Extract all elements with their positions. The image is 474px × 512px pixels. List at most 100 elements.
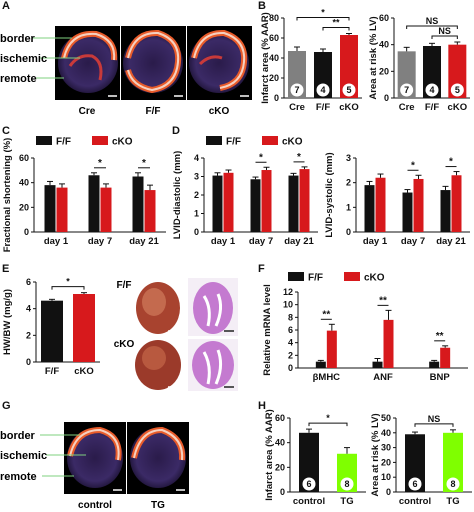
y-tick-label: 20 (275, 462, 285, 472)
x-tick-label: TG (340, 496, 353, 507)
heart-section-cko (189, 29, 249, 93)
x-tick-label: F/F (425, 102, 439, 113)
bar (443, 432, 463, 492)
legend-label: F/F (308, 273, 323, 284)
y-axis-label: LVID-diastolic (mm) (172, 151, 183, 240)
y-tick-label: 60 (269, 33, 279, 43)
bar (340, 35, 358, 98)
sample-size-label: 6 (306, 479, 311, 489)
y-tick-label: 10 (381, 472, 391, 482)
y-tick-label: 50 (381, 413, 391, 423)
histology-section-cko (192, 341, 234, 389)
bar (144, 190, 156, 232)
y-tick-label: 3 (194, 172, 199, 182)
bar (261, 170, 272, 232)
significance-label: NS (426, 16, 439, 26)
y-tick-label: 40 (381, 428, 391, 438)
y-tick-label: 60 (379, 13, 389, 23)
significance-label: ** (322, 309, 330, 320)
chart-lvid-systolic: 0 1 2 3 LVID-systolic (mm) day 1 day 7 day 21 * * (324, 152, 470, 247)
region-label-ischemic: ischemic (0, 53, 47, 65)
bar (372, 361, 383, 368)
bar (299, 432, 319, 492)
x-tick-label: BNP (430, 372, 451, 383)
x-tick-label: cKO (448, 102, 468, 113)
y-tick-label: 0 (288, 363, 293, 373)
sample-size-badge (302, 477, 316, 491)
y-tick-label: 2 (288, 350, 293, 360)
x-tick-label: day 7 (88, 236, 112, 247)
bar (288, 175, 299, 232)
bar (423, 46, 441, 98)
x-tick-label: cKO (74, 366, 94, 377)
y-tick-label: 30 (381, 443, 391, 453)
y-tick-label: 80 (269, 13, 279, 23)
bar (100, 187, 112, 232)
legend-label: cKO (112, 137, 133, 148)
significance-label: * (449, 157, 453, 168)
bar (402, 192, 413, 232)
panel-e-images: F/F cKO (114, 278, 238, 391)
region-label-border: border (0, 430, 36, 442)
sample-size-label: 8 (450, 479, 455, 489)
sample-size-label: 7 (404, 85, 409, 95)
panel-letter-e: E (2, 263, 10, 275)
bar (448, 44, 467, 98)
chart-fractional-shortening: 0 20 40 60 Fractional shortening (%) day 1 day… (2, 136, 166, 252)
significance-label: * (326, 413, 330, 423)
image-label-ff: F/F (117, 280, 132, 291)
y-tick-label: 6 (26, 277, 31, 287)
x-tick-label: Cre (399, 102, 415, 113)
bar (326, 330, 337, 368)
x-tick-label: day 21 (129, 236, 159, 247)
significance-label: * (98, 158, 102, 169)
y-tick-label: 6 (288, 325, 293, 335)
image-label-ff: F/F (146, 106, 161, 117)
y-tick-label: 0 (346, 227, 351, 237)
x-tick-label: day 21 (436, 236, 466, 247)
y-tick-label: 4 (288, 338, 293, 348)
bar (250, 179, 261, 232)
bar (451, 175, 462, 232)
bar (299, 169, 310, 232)
image-label-tg: TG (151, 500, 165, 511)
bar (405, 434, 425, 492)
panel-g-images: border ischemic remote control TG (0, 422, 189, 511)
y-tick-label: 4 (194, 153, 199, 163)
bar (73, 294, 95, 362)
y-tick-label: 20 (381, 457, 391, 467)
legend-swatch (92, 136, 108, 145)
bar (44, 185, 56, 232)
legend-swatch (206, 136, 222, 145)
sample-size-badge (290, 83, 304, 97)
y-axis-label: Relative mRNA level (262, 284, 273, 376)
x-tick-label: F/F (316, 102, 330, 113)
y-tick-label: 12 (283, 287, 293, 297)
sample-size-badge (450, 83, 464, 97)
sample-size-label: 4 (429, 85, 434, 95)
sample-size-badge (446, 477, 460, 491)
legend-swatch (36, 136, 52, 145)
y-tick-label: 3 (346, 153, 351, 163)
legend-swatch (288, 272, 304, 281)
bar (413, 178, 424, 232)
significance-label: ** (332, 18, 340, 28)
bar (429, 361, 440, 368)
significance-label: ** (379, 295, 387, 306)
significance-bracket (51, 286, 85, 290)
y-tick-label: 2 (194, 190, 199, 200)
y-tick-label: 1 (194, 209, 199, 219)
heart-section-cre (58, 30, 118, 93)
significance-label: * (142, 158, 146, 169)
bar (383, 319, 394, 368)
y-tick-label: 40 (275, 438, 285, 448)
chart-lvid-diastolic: 0 1 2 3 4 LVID-diastolic (mm) day 1 day 7 day 21… (172, 136, 318, 247)
region-label-ischemic: ischemic (0, 450, 47, 462)
y-tick-label: 0 (384, 93, 389, 103)
y-axis-label: Infarct area (% AAR) (264, 409, 275, 501)
y-axis-label: HW/BW (mg/g) (2, 289, 13, 355)
x-tick-label: F/F (45, 366, 59, 377)
panel-a-images: border ischemic remote Cre F/F cKO (0, 26, 252, 117)
x-tick-label: day 21 (284, 236, 314, 247)
bar (375, 177, 386, 232)
